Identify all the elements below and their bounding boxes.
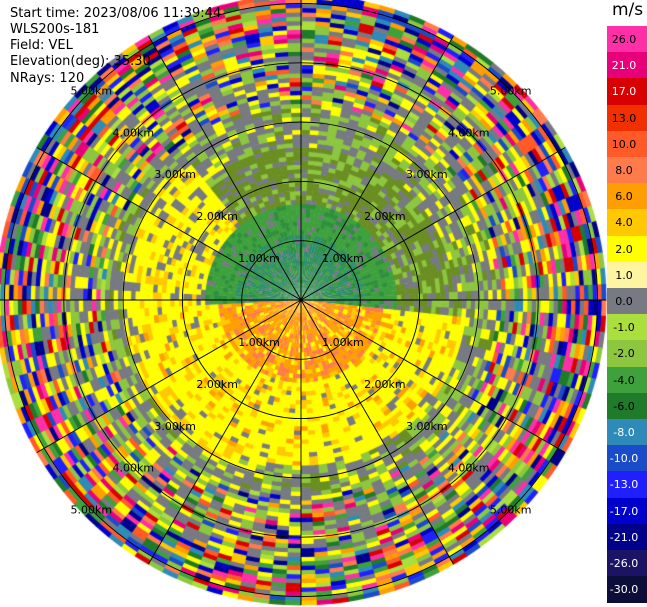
colorbar-swatch — [607, 366, 647, 394]
range-ring-label: 2.00km — [364, 210, 406, 223]
field-label: Field: VEL — [10, 38, 73, 53]
colorbar-tick-label: 17.0 — [611, 85, 637, 99]
instrument-label: WLS200s-181 — [10, 22, 100, 37]
start-time-label: Start time: 2023/08/06 11:39:44 — [10, 6, 222, 21]
colorbar-swatch — [607, 288, 647, 315]
colorbar-tick-label: -30.0 — [609, 583, 639, 597]
colorbar-swatch — [607, 52, 647, 79]
radial-line — [300, 35, 454, 301]
colorbar-swatch — [607, 235, 647, 263]
range-ring-label: 4.00km — [448, 462, 490, 475]
colorbar-tick-label: -26.0 — [609, 557, 639, 570]
colorbar-swatch — [607, 104, 647, 132]
nrays-label: NRays: 120 — [10, 71, 85, 86]
colorbar-swatch — [607, 261, 647, 289]
colorbar-swatch — [607, 392, 647, 420]
colorbar-tick-label: 4.0 — [615, 216, 633, 230]
colorbar-tick-label: 8.0 — [615, 164, 633, 177]
colorbar-swatch — [607, 576, 647, 603]
colorbar-tick-label: -4.0 — [613, 373, 635, 387]
range-ring-label: 2.00km — [196, 378, 238, 391]
range-ring-label: 3.00km — [154, 420, 196, 433]
range-ring-label: 3.00km — [154, 168, 196, 181]
colorbar-swatch — [607, 26, 647, 53]
range-ring-label: 1.00km — [322, 336, 364, 349]
colorbar-swatch — [607, 550, 647, 577]
range-ring-label: 5.00km — [490, 504, 532, 517]
colorbar-swatch — [607, 419, 647, 446]
radial-line — [300, 299, 566, 453]
colorbar-tick-label: 2.0 — [615, 242, 633, 256]
range-ring-label: 1.00km — [322, 252, 364, 265]
range-ring-label: 5.00km — [71, 84, 113, 97]
elevation-label: Elevation(deg): 35.30 — [10, 54, 151, 69]
colorbar-swatch — [607, 445, 647, 472]
colorbar-tick-label: 13.0 — [611, 111, 637, 125]
range-ring-label: 2.00km — [196, 210, 238, 223]
range-ring-label: 1.00km — [238, 252, 280, 265]
colorbar-tick-label: -21.0 — [609, 530, 639, 544]
colorbar-swatch — [607, 130, 647, 158]
radial-line — [300, 299, 454, 565]
colorbar-swatch — [607, 209, 647, 237]
colorbar-tick-label: 0.0 — [615, 295, 633, 308]
range-ring-label: 4.00km — [112, 126, 154, 139]
colorbar-swatch — [607, 340, 647, 368]
colorbar-swatch — [607, 523, 647, 551]
colorbar-swatch — [607, 183, 647, 210]
colorbar-tick-label: 6.0 — [615, 190, 633, 204]
colorbar-swatch — [607, 314, 647, 341]
range-ring-label: 5.00km — [490, 84, 532, 97]
colorbar-tick-label: 21.0 — [611, 59, 637, 73]
colorbar-swatch — [607, 497, 647, 525]
radial-line — [300, 147, 566, 301]
colorbar-tick-label: -1.0 — [613, 321, 635, 335]
colorbar-tick-label: -10.0 — [609, 452, 639, 466]
radial-line — [148, 35, 302, 301]
range-ring-label: 4.00km — [112, 462, 154, 475]
range-ring-label: 4.00km — [448, 126, 490, 139]
colorbar-swatch — [607, 78, 647, 106]
radial-line — [148, 299, 302, 565]
colorbar-tick-label: 10.0 — [611, 137, 637, 151]
colorbar-tick-label: 26.0 — [611, 33, 637, 46]
colorbar-tick-label: 1.0 — [615, 268, 633, 282]
colorbar-tick-label: -6.0 — [613, 399, 635, 413]
radial-line — [36, 147, 302, 301]
range-ring-label: 1.00km — [238, 336, 280, 349]
colorbar-unit: m/s — [612, 0, 644, 20]
colorbar-tick-label: -2.0 — [613, 347, 635, 361]
range-ring-label: 3.00km — [406, 420, 448, 433]
range-ring-label: 2.00km — [364, 378, 406, 391]
radial-line — [36, 299, 302, 453]
colorbar-swatch — [607, 157, 647, 184]
colorbar-tick-label: -8.0 — [613, 426, 635, 439]
colorbar-tick-label: -17.0 — [609, 504, 639, 518]
colorbar-tick-label: -13.0 — [609, 478, 639, 492]
range-ring-label: 5.00km — [71, 504, 113, 517]
colorbar-swatch — [607, 471, 647, 499]
range-ring-label: 3.00km — [406, 168, 448, 181]
